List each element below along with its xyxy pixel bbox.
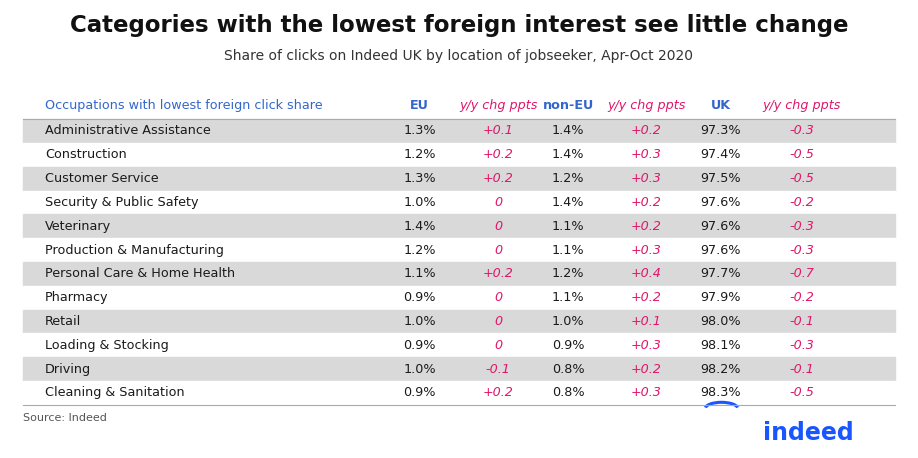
Text: -0.3: -0.3 — [789, 125, 814, 137]
Text: 1.4%: 1.4% — [404, 220, 436, 233]
Text: -0.1: -0.1 — [486, 363, 510, 376]
Text: 1.2%: 1.2% — [552, 172, 584, 185]
Text: 1.1%: 1.1% — [552, 244, 585, 256]
Text: +0.2: +0.2 — [631, 220, 662, 233]
Text: 0: 0 — [494, 244, 502, 256]
Text: Loading & Stocking: Loading & Stocking — [45, 339, 169, 352]
Text: Customer Service: Customer Service — [45, 172, 159, 185]
Text: -0.5: -0.5 — [789, 387, 814, 399]
Text: Production & Manufacturing: Production & Manufacturing — [45, 244, 224, 256]
Text: 98.1%: 98.1% — [700, 339, 741, 352]
Text: 1.4%: 1.4% — [552, 125, 584, 137]
Text: 1.2%: 1.2% — [404, 244, 436, 256]
Text: +0.2: +0.2 — [631, 196, 662, 209]
Text: UK: UK — [711, 99, 731, 112]
Text: EU: EU — [410, 99, 430, 112]
Text: 0.8%: 0.8% — [552, 387, 585, 399]
Text: 1.3%: 1.3% — [403, 125, 436, 137]
Text: Personal Care & Home Health: Personal Care & Home Health — [45, 267, 235, 280]
Text: Pharmacy: Pharmacy — [45, 291, 108, 304]
Text: -0.7: -0.7 — [789, 267, 814, 280]
Text: Occupations with lowest foreign click share: Occupations with lowest foreign click sh… — [45, 99, 322, 112]
Text: -0.3: -0.3 — [789, 339, 814, 352]
Text: 1.1%: 1.1% — [552, 291, 585, 304]
Text: -0.3: -0.3 — [789, 220, 814, 233]
Text: 97.5%: 97.5% — [700, 172, 741, 185]
Text: 97.7%: 97.7% — [700, 267, 741, 280]
Text: Categories with the lowest foreign interest see little change: Categories with the lowest foreign inter… — [70, 14, 848, 37]
Text: 97.9%: 97.9% — [700, 291, 741, 304]
Text: -0.2: -0.2 — [789, 291, 814, 304]
Text: 97.6%: 97.6% — [700, 196, 741, 209]
Text: +0.2: +0.2 — [631, 363, 662, 376]
Text: Security & Public Safety: Security & Public Safety — [45, 196, 198, 209]
Text: -0.2: -0.2 — [789, 196, 814, 209]
Text: 1.1%: 1.1% — [403, 267, 436, 280]
Text: -0.5: -0.5 — [789, 148, 814, 161]
Text: 1.1%: 1.1% — [552, 220, 585, 233]
Text: +0.3: +0.3 — [631, 339, 662, 352]
Text: 1.3%: 1.3% — [403, 172, 436, 185]
Text: -0.3: -0.3 — [789, 244, 814, 256]
Text: +0.3: +0.3 — [631, 172, 662, 185]
Text: +0.4: +0.4 — [631, 267, 662, 280]
Text: Driving: Driving — [45, 363, 91, 376]
Text: Cleaning & Sanitation: Cleaning & Sanitation — [45, 387, 185, 399]
Text: 1.0%: 1.0% — [403, 363, 436, 376]
Text: 0.8%: 0.8% — [552, 363, 585, 376]
Text: 0: 0 — [494, 291, 502, 304]
Text: +0.2: +0.2 — [483, 172, 514, 185]
Text: 0.9%: 0.9% — [552, 339, 584, 352]
Text: 97.6%: 97.6% — [700, 244, 741, 256]
Text: +0.2: +0.2 — [483, 387, 514, 399]
Text: Retail: Retail — [45, 315, 81, 328]
Text: 98.0%: 98.0% — [700, 315, 741, 328]
Text: Share of clicks on Indeed UK by location of jobseeker, Apr-Oct 2020: Share of clicks on Indeed UK by location… — [225, 49, 693, 63]
Text: 97.6%: 97.6% — [700, 220, 741, 233]
Text: 1.2%: 1.2% — [404, 148, 436, 161]
Text: +0.3: +0.3 — [631, 244, 662, 256]
Text: 1.4%: 1.4% — [552, 148, 584, 161]
Text: 0.9%: 0.9% — [404, 387, 436, 399]
Text: 1.0%: 1.0% — [403, 196, 436, 209]
Text: +0.2: +0.2 — [483, 267, 514, 280]
Text: +0.2: +0.2 — [631, 291, 662, 304]
Text: +0.1: +0.1 — [483, 125, 514, 137]
Text: +0.1: +0.1 — [631, 315, 662, 328]
Text: 1.0%: 1.0% — [552, 315, 585, 328]
Text: 0: 0 — [494, 315, 502, 328]
Text: indeed: indeed — [764, 421, 854, 445]
Text: y/y chg ppts: y/y chg ppts — [608, 99, 686, 112]
Text: y/y chg ppts: y/y chg ppts — [459, 99, 537, 112]
Text: 0.9%: 0.9% — [404, 339, 436, 352]
Text: +0.3: +0.3 — [631, 387, 662, 399]
Text: +0.3: +0.3 — [631, 148, 662, 161]
Text: Source: Indeed: Source: Indeed — [23, 413, 106, 423]
Text: +0.2: +0.2 — [483, 148, 514, 161]
Text: -0.1: -0.1 — [789, 363, 814, 376]
Text: y/y chg ppts: y/y chg ppts — [763, 99, 841, 112]
Text: -0.1: -0.1 — [789, 315, 814, 328]
Text: 98.3%: 98.3% — [700, 387, 741, 399]
Text: 0: 0 — [494, 220, 502, 233]
Text: 1.0%: 1.0% — [403, 315, 436, 328]
Text: -0.5: -0.5 — [789, 172, 814, 185]
Text: +0.2: +0.2 — [631, 125, 662, 137]
Text: Construction: Construction — [45, 148, 127, 161]
Text: 97.3%: 97.3% — [700, 125, 741, 137]
Text: 97.4%: 97.4% — [700, 148, 741, 161]
Text: 0.9%: 0.9% — [404, 291, 436, 304]
Text: Veterinary: Veterinary — [45, 220, 111, 233]
Text: Administrative Assistance: Administrative Assistance — [45, 125, 210, 137]
Text: 98.2%: 98.2% — [700, 363, 741, 376]
Text: 0: 0 — [494, 339, 502, 352]
Text: 0: 0 — [494, 196, 502, 209]
Text: 1.2%: 1.2% — [552, 267, 584, 280]
Text: 1.4%: 1.4% — [552, 196, 584, 209]
Text: non-EU: non-EU — [543, 99, 594, 112]
